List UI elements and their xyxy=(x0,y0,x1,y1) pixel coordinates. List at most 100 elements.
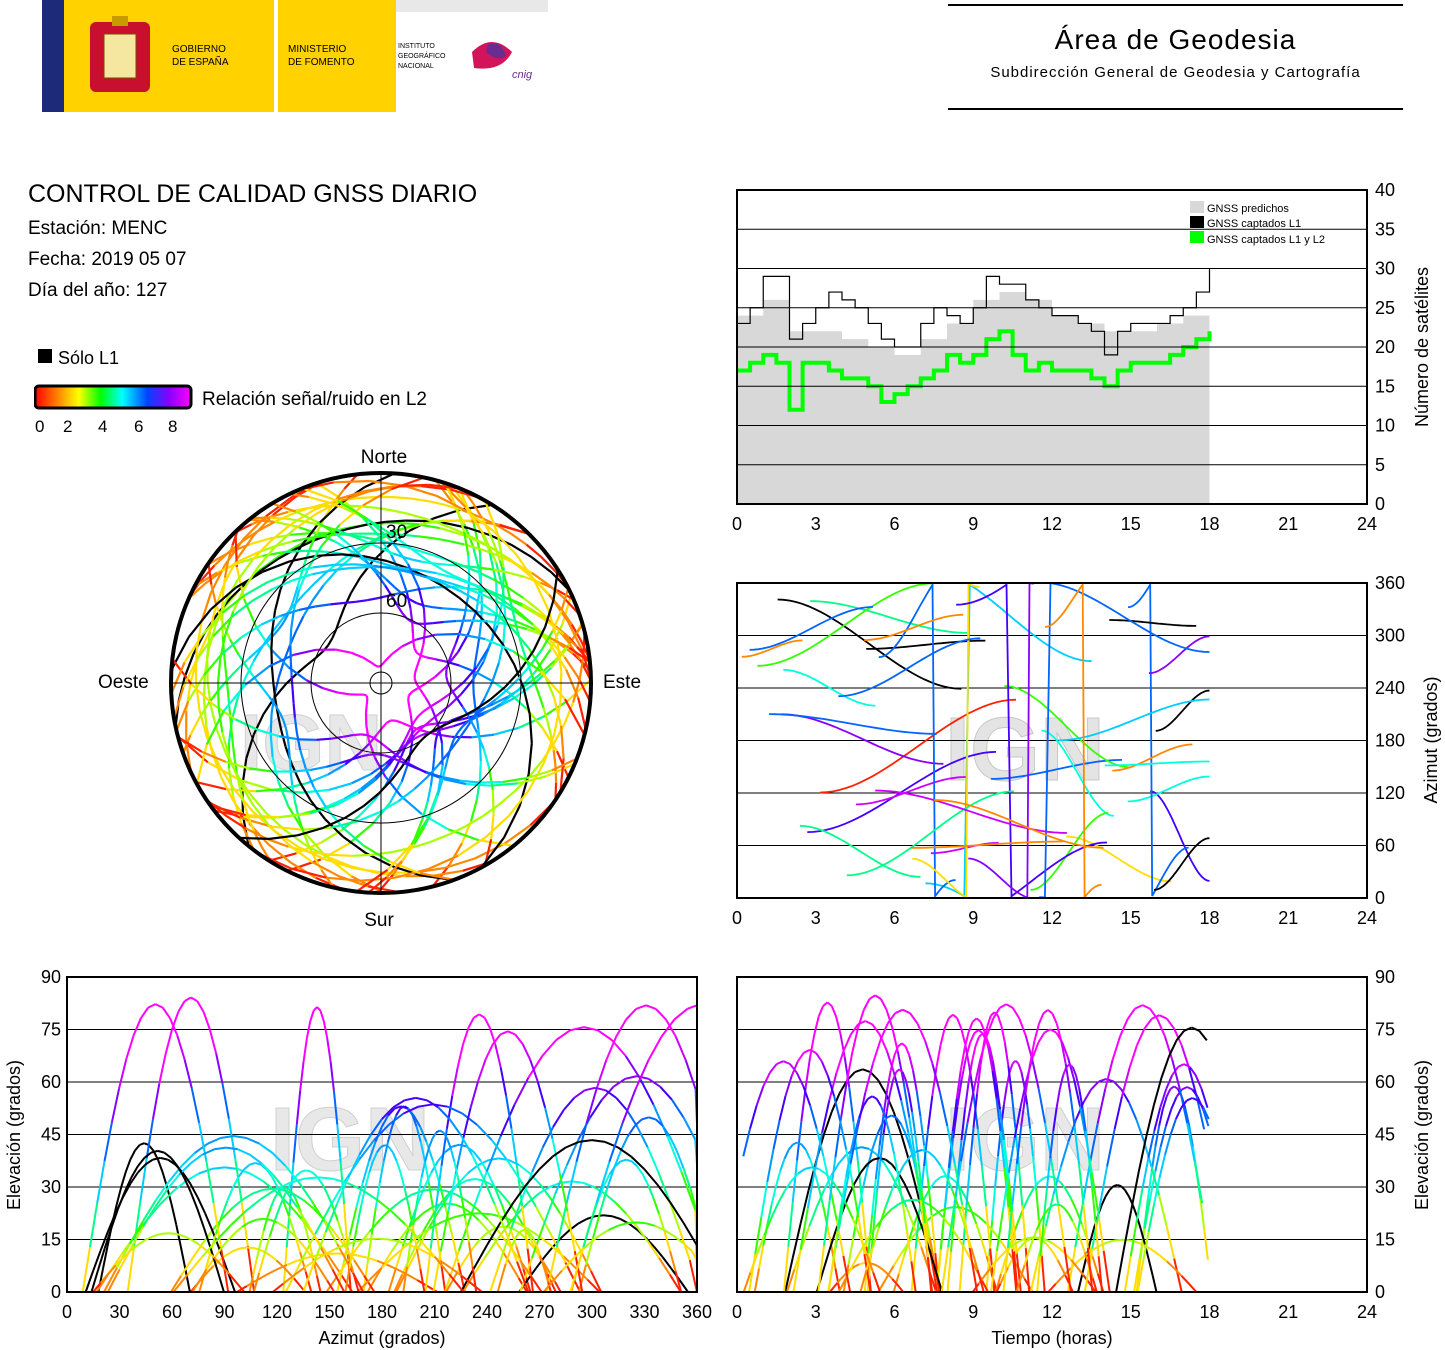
satellite-track-segment xyxy=(1097,1256,1103,1293)
x-tick-label: 9 xyxy=(968,908,978,928)
satellite-track-segment xyxy=(655,1118,664,1127)
satellite-track-segment xyxy=(262,560,291,573)
satellite-track-segment xyxy=(406,544,418,554)
x-tick-label: 240 xyxy=(472,1302,502,1322)
satellite-track-segment xyxy=(480,780,503,784)
satellite-track-segment xyxy=(1113,1183,1118,1188)
x-axis-label: Azimut (grados) xyxy=(318,1328,445,1348)
x-tick-label: 0 xyxy=(732,1302,742,1322)
satellite-track-segment xyxy=(1059,1181,1067,1190)
satellite-track-segment xyxy=(836,1278,842,1284)
satellite-track-segment xyxy=(406,1241,412,1267)
satellite-track-segment xyxy=(612,1077,626,1088)
satellite-track-segment xyxy=(1032,1181,1040,1190)
satellite-track-segment xyxy=(488,620,508,626)
satellite-track-segment xyxy=(433,1255,450,1275)
satellite-track-segment xyxy=(372,736,381,744)
satellite-track-segment xyxy=(244,665,270,686)
satellite-track-segment xyxy=(1104,1059,1114,1090)
satellite-track-segment xyxy=(494,546,501,561)
satellite-track-segment xyxy=(446,748,452,759)
satellite-track-segment xyxy=(872,1272,881,1293)
satellite-track-segment xyxy=(471,1171,488,1211)
satellite-track-segment xyxy=(311,861,340,878)
satellite-track-segment xyxy=(755,1085,765,1106)
satellite-track-segment xyxy=(790,1172,799,1182)
satellite-track-segment xyxy=(1071,1220,1078,1231)
satellite-track-segment xyxy=(116,1243,131,1269)
satellite-track-segment xyxy=(1068,1063,1074,1068)
satellite-track-segment xyxy=(1057,1202,1066,1248)
satellite-track-segment xyxy=(107,1212,117,1232)
satellite-track-segment xyxy=(1134,1004,1143,1010)
satellite-track-segment xyxy=(1163,1036,1174,1061)
satellite-track-segment xyxy=(636,1126,649,1149)
satellite-track-segment xyxy=(508,571,525,578)
satellite-track-segment xyxy=(295,615,305,632)
satellite-track-segment xyxy=(438,1182,447,1208)
satellite-track-segment xyxy=(573,1251,584,1293)
satellite-track-segment xyxy=(1016,1209,1024,1225)
satellite-track-segment xyxy=(251,803,270,827)
satellite-track-segment xyxy=(405,591,412,609)
satellite-track-segment xyxy=(356,811,380,823)
satellite-track-segment xyxy=(92,1250,102,1272)
satellite-track-segment xyxy=(291,689,295,704)
snr-tick: 8 xyxy=(168,417,177,436)
satellite-track-segment xyxy=(251,588,274,602)
satellite-track-segment xyxy=(659,1086,673,1101)
satellite-track-segment xyxy=(336,1220,344,1238)
satellite-track-segment xyxy=(904,1079,910,1094)
satellite-track-segment xyxy=(305,549,325,553)
satellite-track-segment xyxy=(663,1231,672,1252)
satellite-track-segment xyxy=(914,1134,920,1162)
satellite-track-segment xyxy=(398,1240,410,1246)
satellite-track-segment xyxy=(442,563,454,567)
satellite-track-segment xyxy=(372,1151,378,1162)
satellite-track-segment xyxy=(490,1183,500,1193)
satellite-track xyxy=(1150,790,1210,882)
satellite-track xyxy=(838,637,981,698)
satellite-track-segment xyxy=(566,1211,576,1252)
satellite-track-segment xyxy=(790,1061,799,1077)
satellite-track-segment xyxy=(495,549,511,561)
satellite-track-segment xyxy=(382,1141,389,1161)
satellite-track-segment xyxy=(1035,1220,1042,1231)
satellite-track-segment xyxy=(960,1028,967,1046)
satellite-track-segment xyxy=(682,1116,697,1140)
satellite-track-segment xyxy=(386,1263,398,1271)
satellite-track-segment xyxy=(172,1180,187,1192)
satellite-track-segment xyxy=(462,1107,472,1140)
satellite-track-segment xyxy=(226,545,234,562)
satellite-track-segment xyxy=(306,1169,312,1173)
satellite-track-segment xyxy=(222,577,226,594)
satellite-track-segment xyxy=(1049,1247,1055,1255)
satellite-track-segment xyxy=(381,722,388,729)
satellite-track-segment xyxy=(229,638,240,655)
satellite-track-segment xyxy=(302,833,313,853)
satellite-track-segment xyxy=(349,1207,358,1235)
satellite-track-segment xyxy=(412,641,416,649)
satellite-track-segment xyxy=(520,1171,534,1200)
satellite-track-segment xyxy=(630,1155,645,1170)
satellite-track-segment xyxy=(930,1215,937,1254)
satellite-track-segment xyxy=(967,1021,974,1033)
satellite-track-segment xyxy=(282,720,288,730)
satellite-track-segment xyxy=(467,526,490,537)
satellite-track-segment xyxy=(549,644,568,671)
satellite-track xyxy=(783,668,876,707)
satellite-track-segment xyxy=(634,1118,643,1127)
satellite-track-segment xyxy=(892,1071,898,1081)
satellite-track-segment xyxy=(363,693,368,697)
ign-line1: INSTITUTO xyxy=(398,43,435,50)
satellite-track-segment xyxy=(885,1158,893,1166)
satellite-track-segment xyxy=(477,600,497,615)
satellite-track-segment xyxy=(417,710,425,718)
y-tick-label: 15 xyxy=(1375,1230,1395,1250)
satellite-track-segment xyxy=(508,789,530,817)
satellite-track-segment xyxy=(276,1221,286,1228)
satellite-track-segment xyxy=(260,1162,275,1176)
satellite-track-segment xyxy=(905,1206,915,1227)
satellite-track-segment xyxy=(791,1160,798,1203)
satellite-track-segment xyxy=(630,1160,638,1167)
